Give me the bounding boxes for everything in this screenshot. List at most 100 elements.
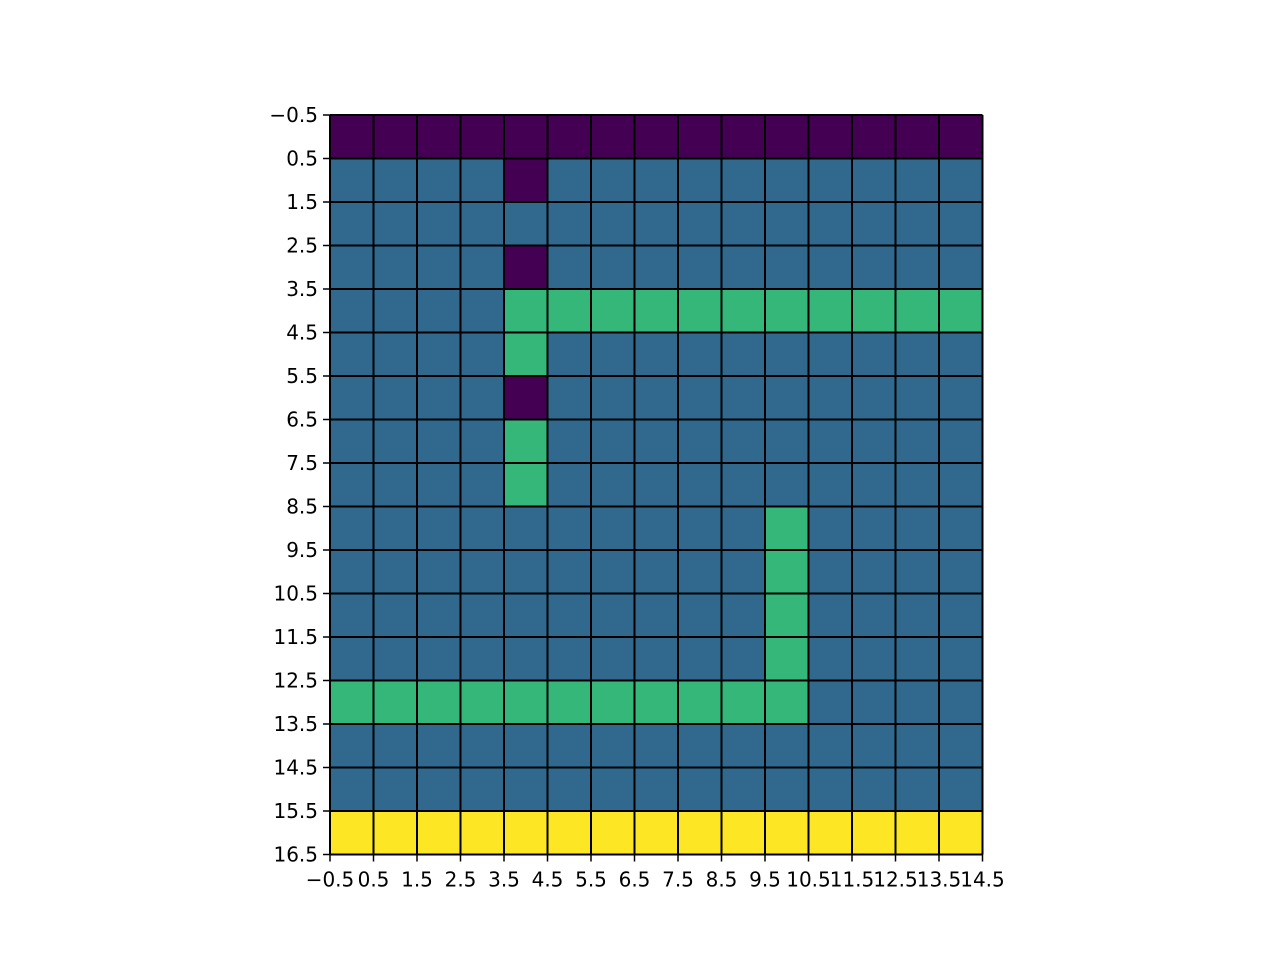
y-tick-label: 12.5 [273, 669, 318, 693]
heatmap-cell [330, 202, 374, 246]
x-tick-label: 0.5 [358, 868, 390, 892]
heatmap-cell [852, 376, 896, 420]
heatmap-cell [504, 767, 548, 812]
heatmap-cell [460, 419, 505, 464]
heatmap-cell [460, 202, 505, 246]
heatmap-cell [678, 463, 722, 507]
y-tick-label: 9.5 [286, 538, 318, 562]
heatmap-cell [460, 550, 505, 594]
heatmap-cell [417, 332, 461, 377]
x-tick-label: 2.5 [445, 868, 477, 892]
heatmap-cell [678, 202, 722, 246]
x-tick-label: −0.5 [306, 868, 355, 892]
heatmap-cell [765, 593, 809, 638]
heatmap-cell [765, 767, 809, 812]
heatmap-cell [460, 767, 505, 812]
heatmap-cell [808, 506, 853, 551]
heatmap-cell [591, 767, 635, 812]
heatmap-cell [547, 506, 592, 551]
heatmap-cell [591, 419, 635, 464]
heatmap-cell [721, 767, 766, 812]
heatmap-cell [808, 680, 853, 725]
heatmap-cell [591, 637, 635, 681]
heatmap-cell [634, 724, 679, 768]
heatmap-cell [765, 506, 809, 551]
heatmap-cell [808, 550, 853, 594]
heatmap-cell [634, 419, 679, 464]
heatmap-cell [808, 463, 853, 507]
heatmap-cell [373, 550, 418, 594]
heatmap-cell [504, 506, 548, 551]
heatmap-cell [460, 680, 505, 725]
heatmap-cell [852, 506, 896, 551]
heatmap-cell [591, 811, 635, 855]
heatmap-cell [765, 289, 809, 333]
heatmap-cell [765, 811, 809, 855]
y-tick-label: 16.5 [273, 843, 318, 867]
y-tick-label: 6.5 [286, 408, 318, 432]
heatmap-cell [504, 332, 548, 377]
heatmap-cell [417, 637, 461, 681]
heatmap-cell [721, 158, 766, 203]
heatmap-cell [678, 245, 722, 290]
heatmap-cell [460, 506, 505, 551]
heatmap-cell [939, 680, 983, 725]
heatmap-cell [721, 419, 766, 464]
heatmap-cell [721, 245, 766, 290]
heatmap-cell [591, 289, 635, 333]
heatmap-cell [939, 811, 983, 855]
heatmap-cell [808, 593, 853, 638]
heatmap-cell [895, 724, 940, 768]
heatmap-cell [460, 724, 505, 768]
heatmap-cell [417, 550, 461, 594]
heatmap-cell [765, 637, 809, 681]
x-tick-label: 3.5 [488, 868, 520, 892]
heatmap-cell [895, 202, 940, 246]
heatmap-cell [634, 811, 679, 855]
heatmap-cell [939, 202, 983, 246]
y-tick-label: 11.5 [273, 625, 318, 649]
heatmap-cell [678, 158, 722, 203]
heatmap-cell [895, 506, 940, 551]
heatmap-cell [330, 811, 374, 855]
heatmap-cell [504, 724, 548, 768]
heatmap-cell [330, 289, 374, 333]
heatmap-cell [852, 767, 896, 812]
heatmap-cell [330, 506, 374, 551]
x-axis: −0.5 0.5 1.5 2.5 3.5 4.5 5.5 6.5 7.5 8.5 9.5 10.511… [306, 854, 1005, 892]
heatmap-cell [504, 811, 548, 855]
heatmap-cell [808, 767, 853, 812]
heatmap-cell [373, 245, 418, 290]
heatmap-cell [330, 550, 374, 594]
heatmap-cell [808, 332, 853, 377]
y-tick-label: 7.5 [286, 451, 318, 475]
heatmap-cell [504, 245, 548, 290]
heatmap-cell [808, 376, 853, 420]
heatmap-cell [373, 332, 418, 377]
heatmap-cell [852, 680, 896, 725]
heatmap-cell [721, 115, 766, 159]
y-tick-label: 13.5 [273, 712, 318, 736]
heatmap-cell [765, 115, 809, 159]
heatmap-cell [678, 637, 722, 681]
heatmap-cell [634, 158, 679, 203]
heatmap-cell [504, 289, 548, 333]
heatmap-cell [460, 811, 505, 855]
heatmap-cell [591, 463, 635, 507]
heatmap-cell [939, 332, 983, 377]
heatmap-cell [678, 811, 722, 855]
heatmap-cell [330, 376, 374, 420]
heatmap-cell [330, 115, 374, 159]
heatmap-cell [417, 289, 461, 333]
heatmap-cell [852, 550, 896, 594]
heatmap-cell [591, 245, 635, 290]
heatmap-cell [373, 593, 418, 638]
heatmap-cell [547, 115, 592, 159]
heatmap-cell [852, 637, 896, 681]
heatmap-cell [765, 158, 809, 203]
x-tick-label: 12.5 [873, 868, 918, 892]
heatmap-cell [547, 637, 592, 681]
heatmap-cell [591, 332, 635, 377]
heatmap-cell [547, 811, 592, 855]
x-tick-label: 1.5 [401, 868, 433, 892]
